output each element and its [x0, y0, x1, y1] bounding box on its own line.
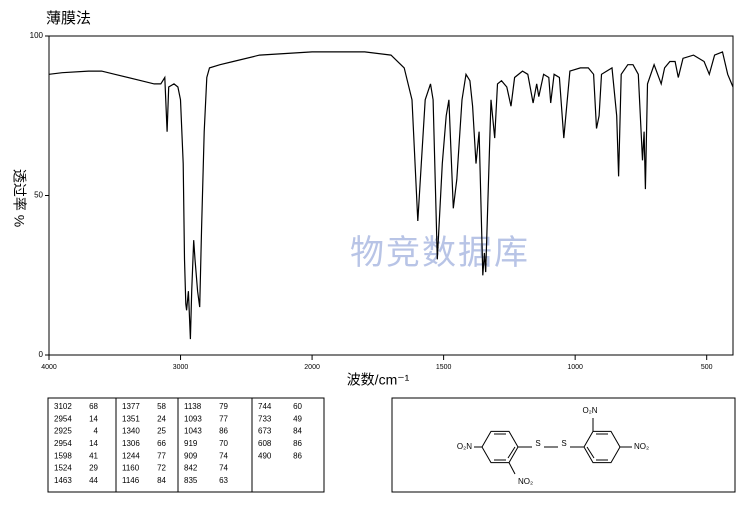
watermark: 物竞数据库 [350, 234, 530, 272]
peak-wavenumber: 1524 [54, 464, 72, 473]
peak-wavenumber: 1463 [54, 476, 72, 485]
x-tick-label: 4000 [41, 364, 57, 371]
peak-wavenumber: 1146 [122, 476, 140, 485]
peak-transmittance: 63 [219, 476, 228, 485]
peak-wavenumber: 2954 [54, 414, 72, 423]
y-tick-label: 100 [30, 31, 44, 40]
structure-label: S [561, 439, 566, 448]
peak-transmittance: 25 [157, 427, 166, 436]
x-tick-label: 3000 [173, 364, 189, 371]
peak-table-frame [47, 397, 325, 493]
peak-transmittance: 74 [219, 451, 228, 460]
peak-wavenumber: 673 [258, 427, 272, 436]
peak-wavenumber: 733 [258, 414, 272, 423]
spectrum-line [48, 51, 734, 340]
peak-transmittance: 60 [293, 402, 302, 411]
peak-transmittance: 70 [219, 439, 228, 448]
peak-transmittance: 24 [157, 414, 166, 423]
peak-transmittance: 84 [293, 427, 302, 436]
peak-transmittance: 49 [293, 414, 302, 423]
structure-bonds [474, 418, 632, 475]
x-axis-label: 波数/cm⁻¹ [347, 372, 410, 388]
peak-transmittance: 41 [89, 451, 98, 460]
peak-transmittance: 29 [89, 464, 98, 473]
peak-transmittance: 86 [293, 451, 302, 460]
peak-wavenumber: 1306 [122, 439, 140, 448]
peak-wavenumber: 2925 [54, 427, 72, 436]
peak-transmittance: 79 [219, 402, 228, 411]
x-tick-label: 1500 [436, 364, 452, 371]
peak-wavenumber: 1340 [122, 427, 140, 436]
peak-wavenumber: 919 [184, 439, 198, 448]
peak-wavenumber: 2954 [54, 439, 72, 448]
peak-transmittance: 14 [89, 439, 98, 448]
peak-transmittance: 77 [157, 451, 166, 460]
peak-wavenumber: 835 [184, 476, 198, 485]
x-tick-label: 2000 [304, 364, 320, 371]
peak-wavenumber: 490 [258, 451, 272, 460]
peak-wavenumber: 1351 [122, 414, 140, 423]
y-axis-label: 透过率 % [11, 169, 27, 227]
peak-wavenumber: 1377 [122, 402, 140, 411]
peak-wavenumber: 909 [184, 451, 198, 460]
x-tick-label: 500 [701, 364, 713, 371]
peak-transmittance: 86 [293, 439, 302, 448]
peak-transmittance: 68 [89, 402, 98, 411]
structure-label: O₂N [457, 442, 472, 451]
peak-transmittance: 72 [157, 464, 166, 473]
peak-transmittance: 44 [89, 476, 98, 485]
peak-wavenumber: 608 [258, 439, 272, 448]
peak-transmittance: 86 [219, 427, 228, 436]
peak-transmittance: 84 [157, 476, 166, 485]
y-tick-label: 50 [34, 191, 43, 200]
peak-wavenumber: 842 [184, 464, 198, 473]
peak-wavenumber: 1160 [122, 464, 140, 473]
structure-label: NO₂ [634, 442, 649, 451]
x-tick-label: 1000 [567, 364, 583, 371]
structure-label: NO₂ [518, 477, 533, 486]
peak-transmittance: 74 [219, 464, 228, 473]
peak-transmittance: 4 [94, 427, 99, 436]
chart-title: 薄膜法 [46, 10, 91, 27]
structure-frame [391, 397, 736, 493]
peak-wavenumber: 1244 [122, 451, 140, 460]
peak-wavenumber: 1598 [54, 451, 72, 460]
peak-wavenumber: 744 [258, 402, 272, 411]
peak-transmittance: 66 [157, 439, 166, 448]
y-tick-label: 0 [39, 350, 44, 359]
peak-transmittance: 14 [89, 414, 98, 423]
structure-label: O₂N [582, 406, 597, 415]
peak-transmittance: 77 [219, 414, 228, 423]
peak-wavenumber: 1138 [184, 402, 202, 411]
peak-wavenumber: 1043 [184, 427, 202, 436]
peak-transmittance: 58 [157, 402, 166, 411]
peak-wavenumber: 1093 [184, 414, 202, 423]
peak-wavenumber: 3102 [54, 402, 72, 411]
structure-label: S [535, 439, 540, 448]
